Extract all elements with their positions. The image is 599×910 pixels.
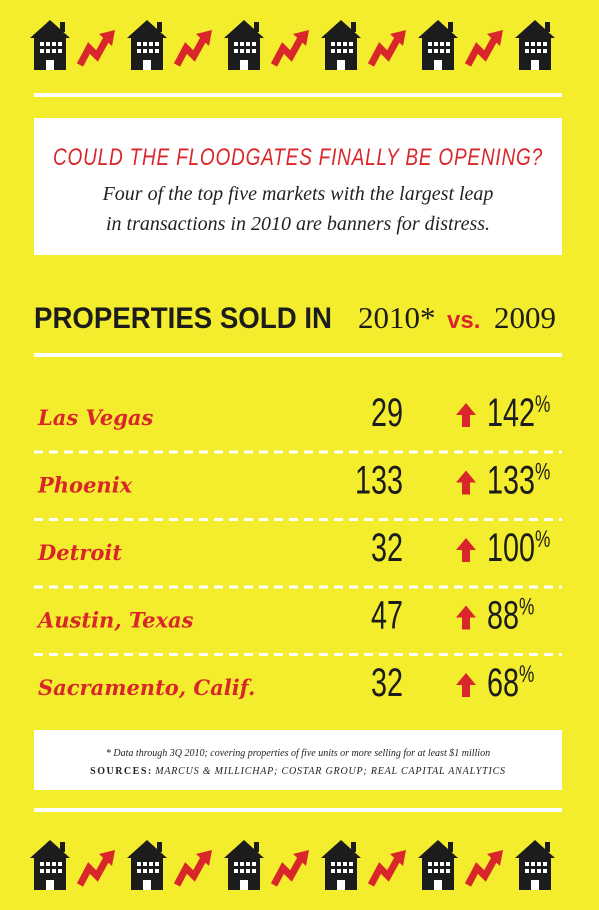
arrow-icon xyxy=(80,30,115,65)
city: Sacramento, Calif. xyxy=(38,675,255,700)
subtitle: in transactions in 2010 are banners for … xyxy=(106,213,490,235)
change-unit: % xyxy=(535,391,550,417)
footnote: * Data through 3Q 2010; covering propert… xyxy=(106,748,490,759)
house-icon xyxy=(321,840,361,890)
up-arrow xyxy=(456,470,476,495)
divider xyxy=(34,808,562,812)
table-rows: Las Vegas 29 142%Phoenix 133 133%Detroit 32 10… xyxy=(34,390,562,705)
up-arrow xyxy=(456,673,476,697)
title: COULD THE FLOODGATES FINALLY BE OPENING? xyxy=(53,144,543,171)
arrow-icon xyxy=(468,30,503,65)
arrow-icon xyxy=(468,850,503,885)
bottom-icons xyxy=(30,840,555,890)
change-unit: % xyxy=(535,526,550,552)
change-unit: % xyxy=(519,661,534,687)
change-value: 133 xyxy=(487,458,535,503)
arrow-icon xyxy=(177,30,212,65)
change: 142% xyxy=(487,390,550,435)
house-icon xyxy=(224,840,264,890)
change-value: 100 xyxy=(487,525,535,570)
sold-count: 32 xyxy=(371,525,403,570)
up-arrow xyxy=(456,403,476,427)
house-icon xyxy=(515,20,555,70)
up-arrow xyxy=(456,605,476,630)
change-unit: % xyxy=(535,459,550,485)
year-previous: 2009 xyxy=(494,300,556,335)
house-icon xyxy=(321,20,361,70)
house-icon xyxy=(127,840,167,890)
change-value: 142 xyxy=(487,390,535,435)
city: Austin, Texas xyxy=(36,608,194,633)
house-icon xyxy=(418,840,458,890)
house-icon xyxy=(224,20,264,70)
versus: vs. xyxy=(447,307,480,334)
house-icon xyxy=(30,20,70,70)
divider xyxy=(34,93,562,97)
table-heading: PROPERTIES SOLD IN xyxy=(34,302,332,335)
arrow-icon xyxy=(274,850,309,885)
sold-count: 29 xyxy=(371,390,403,435)
city: Las Vegas xyxy=(37,405,154,430)
house-icon xyxy=(30,840,70,890)
city: Detroit xyxy=(37,540,122,565)
house-icon xyxy=(515,840,555,890)
change: 133% xyxy=(487,458,550,503)
year-current: 2010* xyxy=(358,300,436,335)
footnote-box xyxy=(34,730,562,790)
arrow-icon xyxy=(177,850,212,885)
house-icon xyxy=(418,20,458,70)
sold-count: 47 xyxy=(371,593,403,638)
up-arrow xyxy=(456,538,476,562)
arrow-icon xyxy=(371,30,406,65)
change: 68% xyxy=(487,660,534,705)
sources-label: SOURCES: xyxy=(90,766,153,777)
subtitle: Four of the top five markets with the la… xyxy=(102,183,494,205)
sources-text: MARCUS & MILLICHAP; COSTAR GROUP; REAL C… xyxy=(154,766,506,777)
sold-count: 32 xyxy=(371,660,403,705)
change: 88% xyxy=(487,593,534,638)
change-unit: % xyxy=(519,594,534,620)
top-icons xyxy=(30,20,555,70)
sold-count: 133 xyxy=(355,458,403,503)
city: Phoenix xyxy=(37,473,133,498)
arrow-icon xyxy=(274,30,309,65)
house-icon xyxy=(127,20,167,70)
arrow-icon xyxy=(371,850,406,885)
divider xyxy=(34,353,562,357)
change: 100% xyxy=(487,525,550,570)
change-value: 68 xyxy=(487,660,519,705)
intro-box xyxy=(34,118,562,255)
change-value: 88 xyxy=(487,593,519,638)
sources: SOURCES: MARCUS & MILLICHAP; COSTAR GROU… xyxy=(90,766,506,777)
arrow-icon xyxy=(80,850,115,885)
